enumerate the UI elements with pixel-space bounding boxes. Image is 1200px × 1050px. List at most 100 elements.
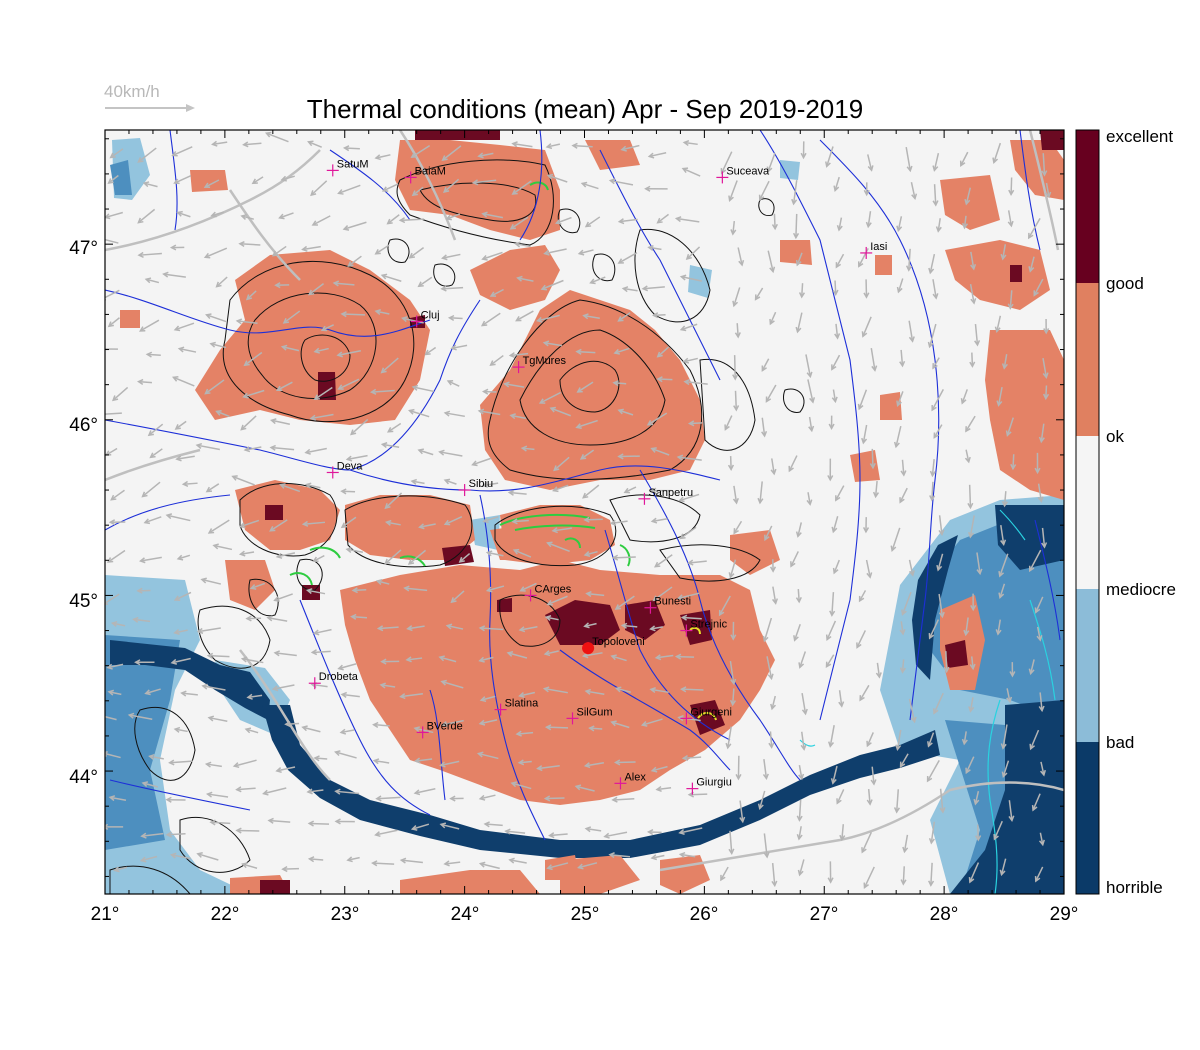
wind-arrowhead [651,312,659,319]
wind-arrow [241,215,254,220]
wind-arrowhead [763,851,770,859]
wind-arrowhead [450,344,457,351]
wind-arrowhead [831,526,838,534]
wind-arrow [247,694,263,699]
wind-arrowhead [646,829,654,836]
wind-arrowhead [1041,542,1048,549]
wind-arrowhead [518,692,525,698]
wind-arrow [653,586,673,601]
wind-arrow [1028,218,1041,239]
wind-arrow [771,862,776,886]
wind-arrow [1041,527,1046,548]
wind-arrow [684,380,708,385]
wind-arrowhead [863,189,870,197]
city-label: BVerde [427,720,463,732]
wind-arrowhead [866,740,872,748]
wind-arrow [481,695,496,701]
wind-arrow [406,657,423,661]
wind-arrowhead [575,348,582,355]
wind-arrow [585,216,601,228]
wind-arrow [440,823,460,830]
wind-arrow [519,626,538,631]
wind-arrow [413,386,435,393]
wind-arrow [510,352,529,357]
wind-arrowhead [196,627,204,634]
wind-arrow [441,680,464,689]
wind-arrow [441,286,464,290]
wind-arrowhead [1005,430,1012,437]
wind-arrow [442,145,462,161]
wind-arrow [236,829,260,832]
wind-arrow [1029,549,1042,572]
wind-arrowhead [542,686,550,693]
wind-arrow [544,248,567,255]
wind-arrowhead [932,293,939,300]
wind-arrowhead [830,778,837,785]
wind-arrow [306,483,321,489]
wind-arrow [798,826,802,840]
wind-arrowhead [406,625,413,632]
wind-arrow [897,216,903,231]
wind-arrowhead [145,351,153,358]
wind-arrowhead [511,141,518,148]
wind-arrowhead [927,341,934,349]
wind-arrow [895,789,900,813]
wind-arrowhead [732,374,739,381]
wind-arrowhead [827,877,834,884]
wind-arrow [648,246,662,251]
wind-arrowhead [544,615,552,622]
wind-arrow [766,656,773,679]
city-marker: CArges [524,583,572,602]
wind-arrowhead [307,856,315,863]
wind-arrowhead [203,252,211,259]
wind-arrowhead [147,430,155,437]
wind-arrowhead [613,759,621,766]
wind-arrow [412,186,424,196]
wind-arrowhead [583,551,591,557]
wind-arrow [970,656,974,669]
wind-arrow [400,218,424,222]
wind-arrow [807,379,814,403]
wind-arrowhead [284,720,291,728]
wind-arrowhead [795,259,802,267]
wind-arrowhead [240,656,248,663]
wind-arrowhead [105,823,109,830]
wind-arrow [689,793,708,796]
y-axis-labels: 44° 45° 46° 47° [69,238,98,788]
wind-arrow [520,582,537,592]
wind-arrow [173,376,195,387]
wind-arrowhead [836,225,843,232]
wind-arrow [731,688,735,705]
wind-arrowhead [280,175,287,182]
wind-arrowhead [443,410,451,417]
wind-arrow [933,153,940,171]
wind-arrow [829,725,835,747]
city-marker: Sanpetru [638,487,693,505]
wind-arrowhead [307,820,315,827]
wind-arrowhead [1027,232,1034,240]
wind-arrow [480,719,498,725]
wind-arrowhead [998,592,1005,599]
wind-arrowhead [508,352,516,359]
wind-arrow [654,554,673,568]
wind-arrow [546,616,559,621]
wind-arrowhead [1000,743,1007,750]
wind-arrow [832,765,838,784]
wind-arrow [790,551,799,567]
wind-arrow [965,617,969,635]
wind-arrow [797,522,803,537]
wind-arrow [171,657,191,664]
wind-arrowhead [928,633,935,640]
wind-arrowhead [413,757,421,764]
wind-arrowhead [346,856,353,863]
wind-arrow [341,313,366,316]
wind-arrow [759,790,766,809]
wind-arrowhead [240,424,247,431]
wind-arrowhead [280,344,288,351]
wind-arrowhead [271,250,279,257]
city-marker: Drobeta [308,671,359,690]
wind-arrow [656,786,672,791]
wind-arrowhead [800,744,807,751]
wind-arrow [350,418,369,435]
wind-arrowhead [589,278,596,285]
